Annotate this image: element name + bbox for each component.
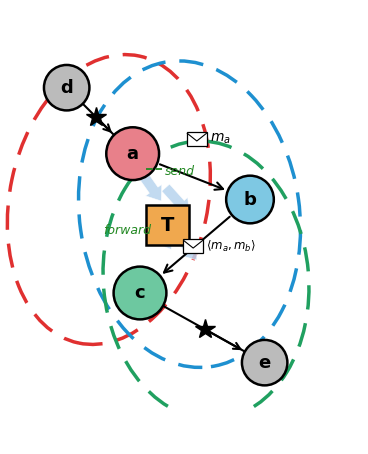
Text: T: T xyxy=(161,216,174,235)
Circle shape xyxy=(114,266,166,319)
Text: a: a xyxy=(127,145,139,163)
Circle shape xyxy=(44,65,89,110)
Text: b: b xyxy=(244,191,256,208)
Circle shape xyxy=(106,127,159,180)
FancyArrow shape xyxy=(148,217,173,249)
Text: send: send xyxy=(165,165,195,178)
FancyBboxPatch shape xyxy=(187,132,207,146)
Text: d: d xyxy=(60,79,73,97)
Text: forward: forward xyxy=(103,224,151,237)
Text: $m_a$: $m_a$ xyxy=(210,132,230,146)
Circle shape xyxy=(226,176,274,223)
Text: e: e xyxy=(259,354,271,372)
Circle shape xyxy=(242,340,287,385)
FancyArrow shape xyxy=(137,169,162,201)
Text: c: c xyxy=(135,284,145,302)
FancyArrow shape xyxy=(162,184,189,214)
Text: $\langle m_a, m_b\rangle$: $\langle m_a, m_b\rangle$ xyxy=(206,238,256,254)
FancyBboxPatch shape xyxy=(145,205,190,245)
FancyBboxPatch shape xyxy=(183,239,203,253)
FancyArrow shape xyxy=(174,233,197,260)
